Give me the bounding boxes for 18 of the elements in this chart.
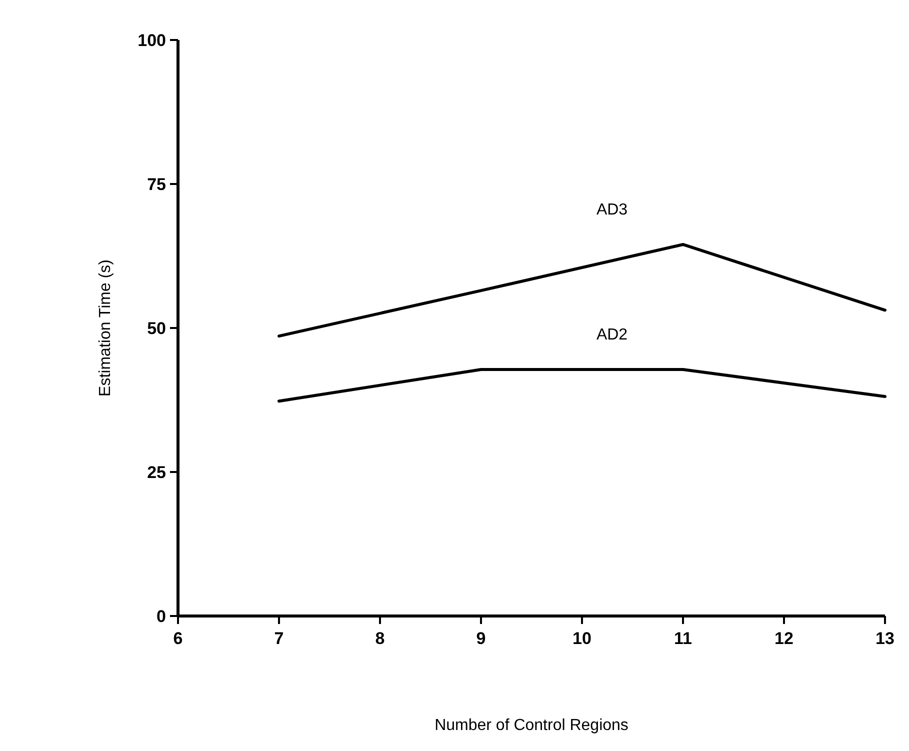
x-tick-label: 10 — [572, 629, 592, 648]
y-tick-label: 75 — [147, 174, 166, 194]
x-tick-label: 9 — [476, 629, 486, 648]
x-tick-label: 13 — [876, 629, 894, 648]
x-tick-label: 11 — [674, 629, 692, 648]
y-tick-label: 0 — [156, 606, 166, 626]
x-tick-label: 12 — [774, 629, 794, 648]
line-series — [278, 242, 886, 338]
y-tick-label: 25 — [147, 462, 166, 482]
x-axis-title: Number of Control Regions — [434, 717, 628, 734]
y-tick-label: 50 — [147, 318, 166, 338]
y-axis-title: Estimation Time (s) — [97, 260, 114, 396]
text: AD3 — [596, 201, 628, 218]
y-tick-label: 100 — [138, 30, 166, 50]
series-label: AD2 — [596, 326, 628, 344]
x-tick-label: 6 — [173, 629, 183, 648]
x-tick-label: 7 — [274, 629, 284, 648]
x-tick-label: 8 — [375, 629, 385, 648]
